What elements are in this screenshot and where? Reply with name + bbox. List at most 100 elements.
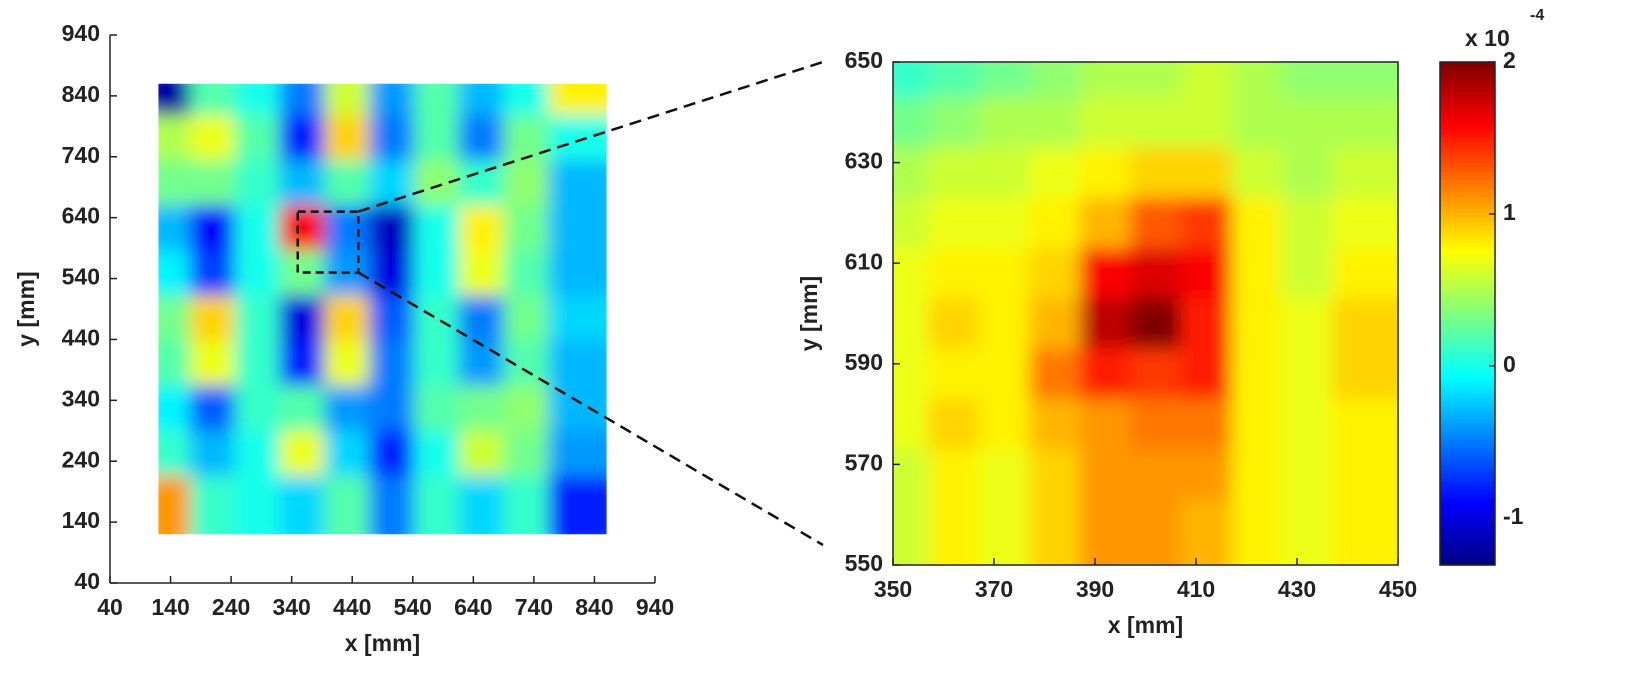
colorbar-step [1440,527,1495,533]
colorbar-step [1440,141,1495,147]
colorbar-step [1440,87,1495,92]
colorbar-step [1440,439,1495,445]
colorbar-step [1440,74,1495,80]
colorbar-step [1440,468,1495,474]
colorbar-step [1440,204,1495,210]
colorbar-step [1440,548,1495,554]
zoom-connector [357,60,824,213]
colorbar-step [1440,179,1495,185]
colorbar-step [1440,305,1495,310]
y-tick-label: 40 [74,568,100,594]
y-tick-label: 140 [62,507,100,533]
colorbar-step [1440,254,1495,260]
colorbar-step [1440,418,1495,424]
y-tick-label: 550 [845,550,883,576]
y-tick-label: 540 [62,264,100,290]
colorbar-step [1440,359,1495,365]
colorbar-step [1440,435,1495,440]
colorbar-step [1440,120,1495,126]
colorbar-step [1440,95,1495,101]
colorbar-step [1440,430,1495,436]
colorbar-step [1440,183,1495,189]
y-tick-label: 240 [62,446,100,472]
colorbar-step [1440,279,1495,285]
heatmap-cells [893,62,1398,565]
x-tick-label: 940 [636,594,674,620]
colorbar-step [1440,217,1495,222]
y-tick-label: 740 [62,142,100,168]
colorbar-step [1440,212,1495,218]
colorbar-step [1440,476,1495,482]
x-tick-label: 640 [454,594,492,620]
colorbar-step [1440,456,1495,461]
x-tick-label: 430 [1278,576,1316,602]
colorbar-step [1440,103,1495,109]
colorbar-step [1440,259,1495,264]
colorbar-step [1440,292,1495,298]
colorbar-step [1440,150,1495,155]
colorbar-step [1440,326,1495,331]
colorbar-step [1440,321,1495,327]
colorbar-step [1440,460,1495,465]
colorbar-step [1440,539,1495,545]
y-tick-label: 570 [845,449,883,475]
colorbar-step [1440,426,1495,432]
colorbar-step [1440,233,1495,239]
colorbar-step [1440,556,1495,562]
colorbar-step [1440,154,1495,160]
colorbar-step [1440,393,1495,398]
y-tick-label: 440 [62,325,100,351]
colorbar-step [1440,560,1495,566]
colorbar-step [1440,347,1495,352]
colorbar-step [1440,112,1495,118]
colorbar-step [1440,225,1495,231]
axes-box [892,61,1399,566]
colorbar-tick-label: 1 [1503,199,1516,225]
colorbar-tick-label: -1 [1503,503,1524,529]
x-tick-label: 450 [1379,576,1417,602]
colorbar-step [1440,518,1495,524]
colorbar-step [1440,66,1495,71]
x-tick-label: 840 [575,594,613,620]
colorbar-step [1440,187,1495,193]
colorbar-step [1440,108,1495,113]
colorbar-step [1440,351,1495,357]
colorbar-step [1440,62,1495,67]
heatmap-cells [158,83,607,535]
colorbar-step [1440,376,1495,382]
colorbar-step [1440,552,1495,558]
colorbar-step [1440,300,1495,306]
heatmap [158,83,607,535]
heat-cell [548,475,607,535]
colorbar-step [1440,502,1495,507]
colorbar-step [1440,271,1495,277]
y-tick-label: 340 [62,385,100,411]
colorbar-step [1440,137,1495,143]
x-tick-label: 350 [874,576,912,602]
colorbar-step [1440,447,1495,453]
colorbar-step [1440,443,1495,449]
y-tick-label: 590 [845,349,883,375]
colorbar-step [1440,238,1495,243]
colorbar-step [1440,531,1495,537]
colorbar-step [1440,472,1495,478]
y-tick-label: 940 [62,20,100,46]
colorbar-step [1440,489,1495,495]
colorbar-step [1440,544,1495,549]
y-tick-label: 650 [845,47,883,73]
colorbar-step [1440,380,1495,386]
colorbar-step [1440,170,1495,176]
colorbar-step [1440,263,1495,268]
colorbar-step [1440,124,1495,130]
y-tick-label: 840 [62,81,100,107]
x-tick-label: 740 [515,594,553,620]
colorbar-step [1440,145,1495,151]
colorbar-step [1440,267,1495,273]
colorbar-step [1440,422,1495,428]
colorbar-step [1440,338,1495,344]
colorbar-step [1440,129,1495,134]
colorbar-step [1440,405,1495,411]
colorbar-step [1440,384,1495,390]
colorbar-step [1440,82,1495,88]
colorbar-step [1440,493,1495,499]
